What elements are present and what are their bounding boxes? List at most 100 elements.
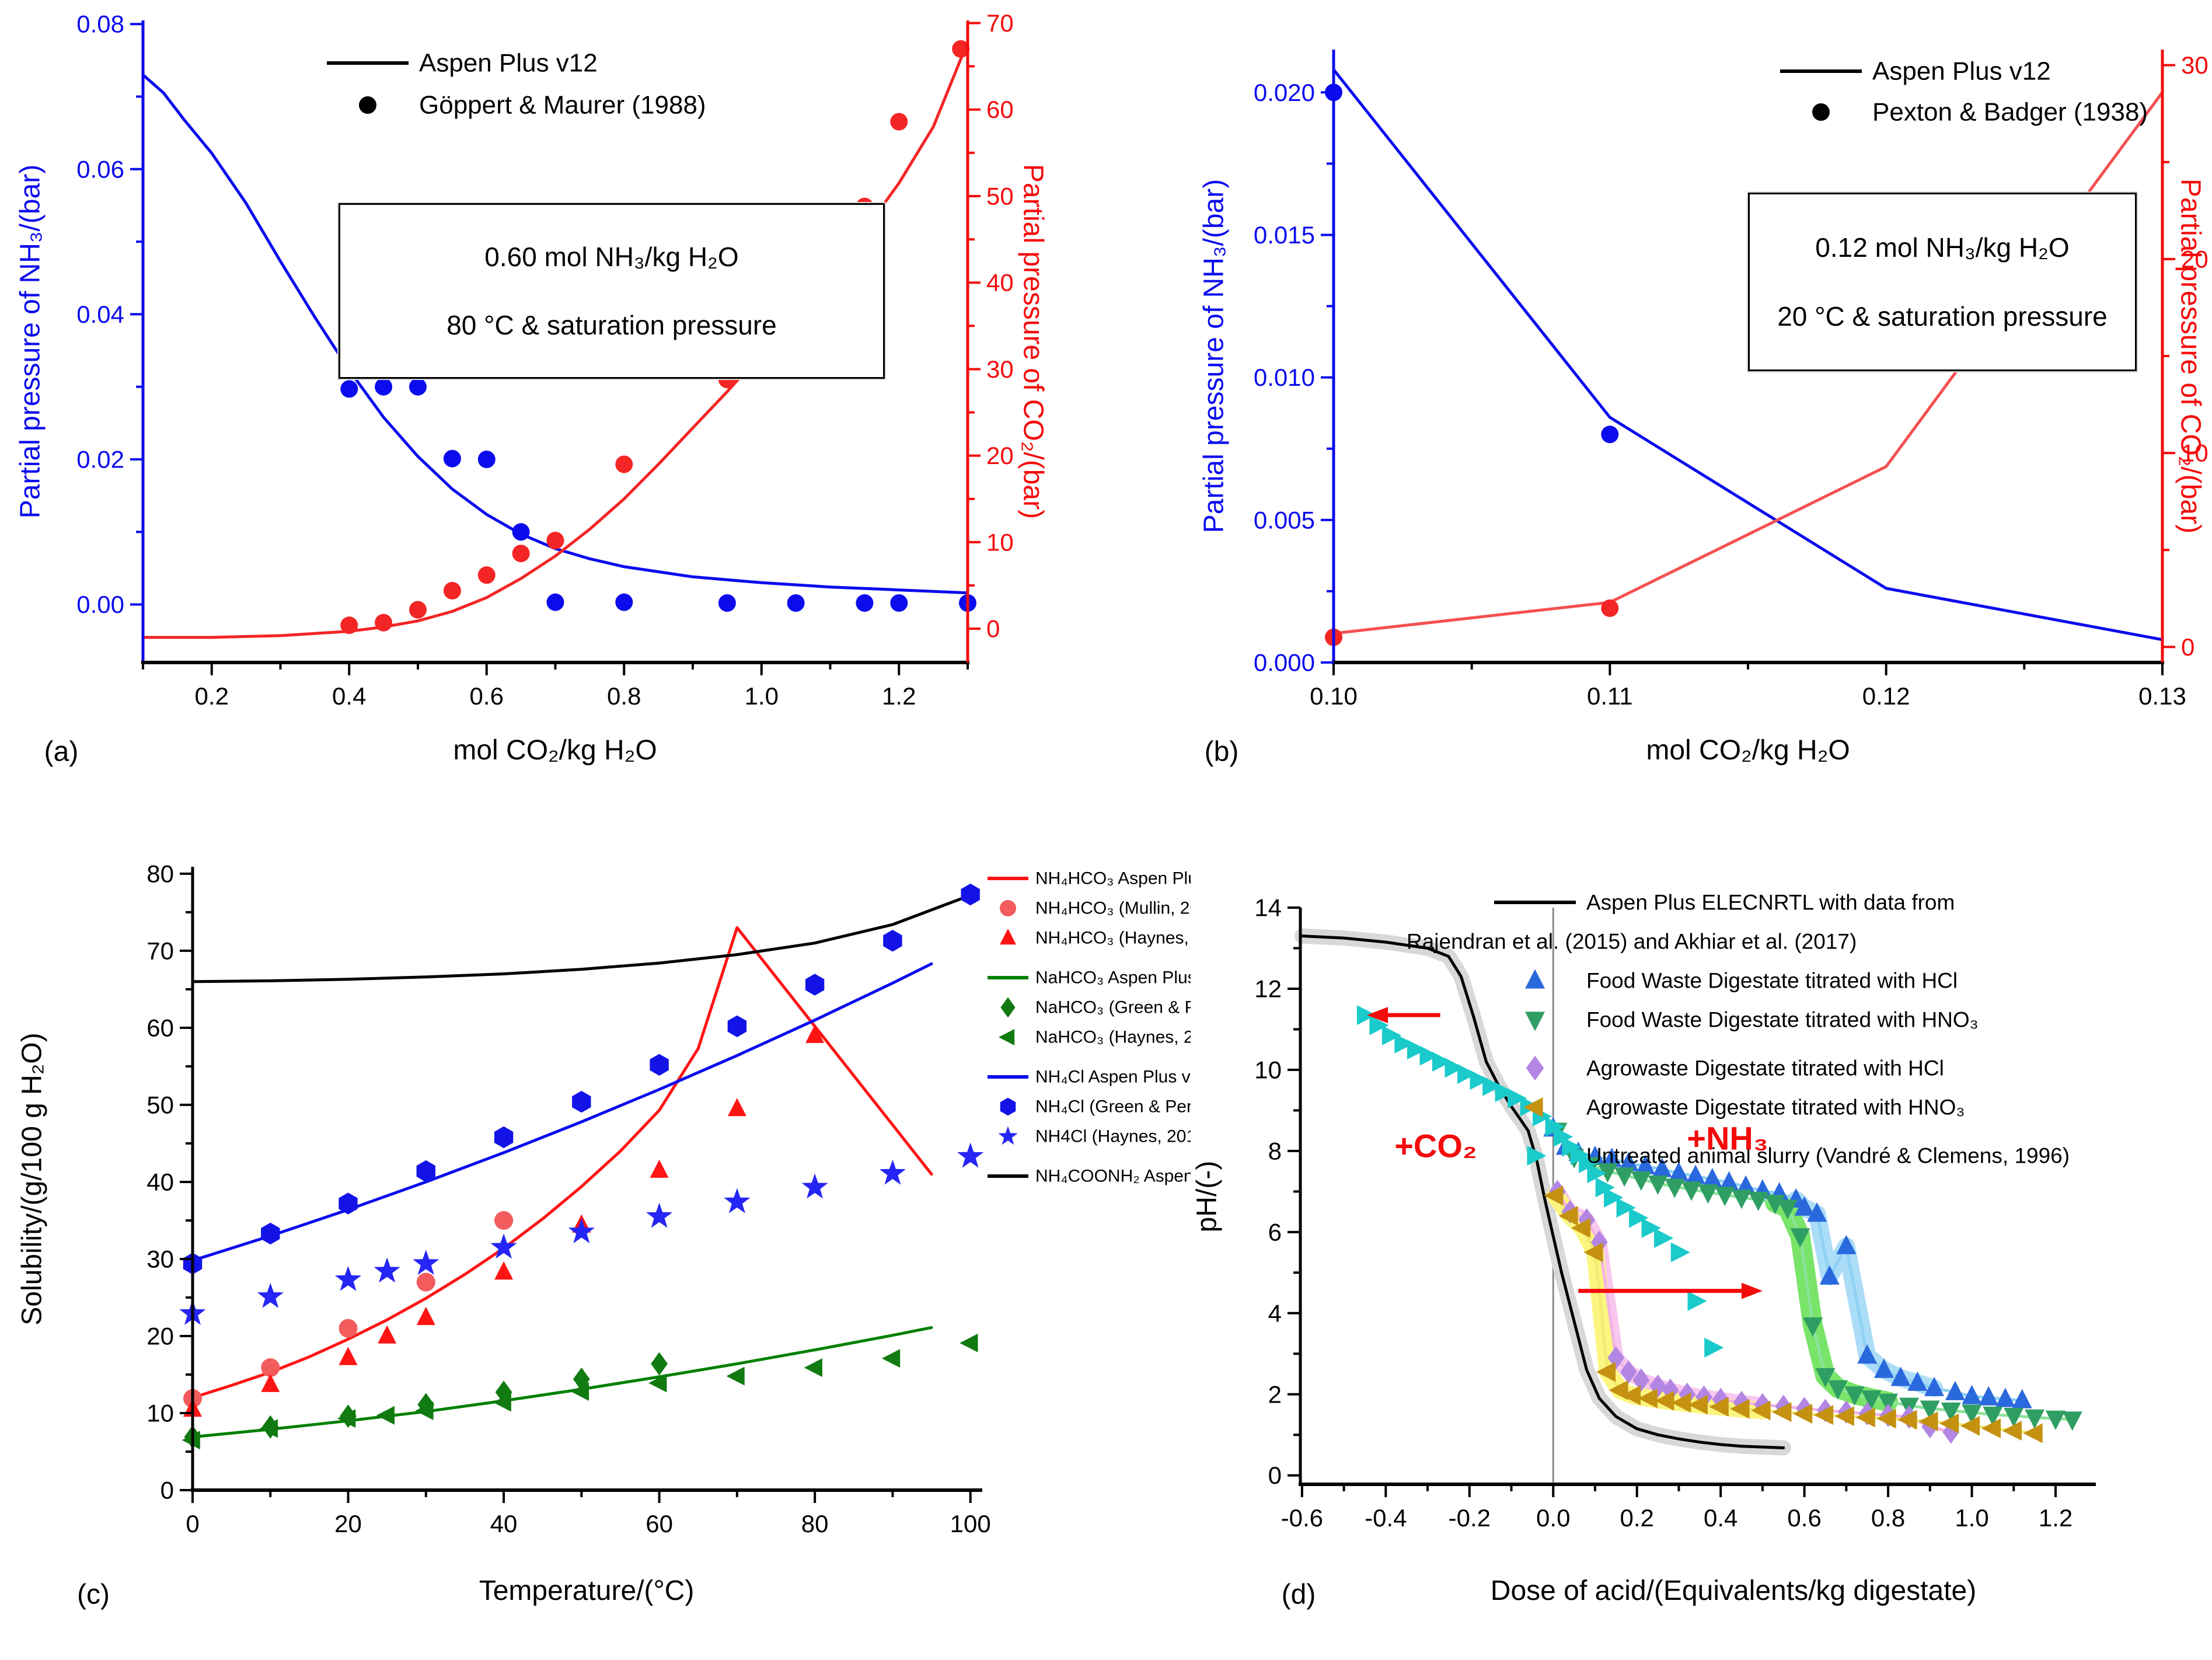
x-tick: 0.4 <box>332 682 366 710</box>
panel-d: -0.6 -0.4 -0.2 0.0 0.2 0.4 0.6 0.8 1.0 1.2 0 2 4 6 8 10… <box>1191 846 2212 1660</box>
series-nh4cl-haynes <box>179 1142 984 1325</box>
panel-a-note-line2: 80 °C & saturation pressure <box>446 309 777 340</box>
panel-b: 0.10 0.11 0.12 0.13 0.000 0.005 0.010 0.015 0.02… <box>1106 0 2212 846</box>
y-tick: 6 <box>1268 1218 1282 1246</box>
panel-a-ylabel-right: Partial pressure of CO₂/(bar) <box>1017 163 1049 519</box>
x-tick: -0.2 <box>1449 1504 1491 1532</box>
legend-swatch-triangle-left <box>1523 1097 1543 1117</box>
y-tick: 80 <box>146 860 174 887</box>
series-nahco3-haynes <box>182 1333 978 1450</box>
legend-swatch-triangle-up <box>1000 928 1016 945</box>
y-tick: 10 <box>2181 440 2208 467</box>
panel-d-xlabel: Dose of acid/(Equivalents/kg digestate) <box>1490 1575 1977 1606</box>
x-tick: 1.2 <box>2039 1504 2073 1532</box>
panel-a-note-line1: 0.60 mol NH₃/kg H₂O <box>484 242 739 273</box>
panel-a-letter: (a) <box>44 736 79 768</box>
panel-a-ylabel-left: Partial pressure of NH₃/(bar) <box>15 164 46 519</box>
panel-d-letter: (d) <box>1281 1579 1316 1610</box>
legend-label: Agrowaste Digestate titrated with HCl <box>1586 1056 1944 1080</box>
y-tick: 0.020 <box>1254 79 1315 106</box>
legend-swatch-star <box>998 1126 1018 1145</box>
x-tick: -0.4 <box>1365 1504 1407 1532</box>
y-tick: 70 <box>986 9 1014 37</box>
x-tick: 0.12 <box>1862 682 1910 710</box>
red-arrow <box>1367 1007 1440 1024</box>
x-tick: 0.2 <box>1620 1504 1654 1532</box>
y-tick: 0 <box>2181 633 2194 661</box>
y-tick: 10 <box>1254 1056 1282 1083</box>
legend-swatch-circle <box>1812 103 1830 121</box>
line-elecnrtl-model <box>1300 934 1785 1449</box>
panel-b-note-line2: 20 °C & saturation pressure <box>1777 301 2108 332</box>
line-nh4coonh2-model <box>191 894 972 984</box>
legend-label: NH₄HCO₃ (Haynes, 2010) <box>1035 929 1191 948</box>
panel-a-note-box: 0.60 mol NH₃/kg H₂O 80 °C & saturation p… <box>339 203 885 379</box>
y-tick: 0.000 <box>1254 649 1315 676</box>
panel-c-letter: (c) <box>77 1579 110 1610</box>
legend-label: Aspen Plus v12 <box>1872 57 2051 86</box>
x-tick: 20 <box>334 1510 362 1537</box>
line-nh3-model <box>1332 68 2164 641</box>
legend-label-cont: Rajendran et al. (2015) and Akhiar et al… <box>1407 930 1857 954</box>
x-tick: 40 <box>490 1510 518 1537</box>
legend-label: NH₄COONH₂ Aspen Plus v12 <box>1035 1167 1191 1186</box>
x-tick: 0.11 <box>1587 682 1633 710</box>
red-arrow <box>1578 1282 1763 1299</box>
y-tick: 40 <box>986 269 1014 297</box>
y-tick: 30 <box>2181 51 2208 79</box>
legend-label: Agrowaste Digestate titrated with HNO₃ <box>1586 1096 1965 1120</box>
y-tick: 0.005 <box>1254 506 1315 533</box>
panel-b-xlabel: mol CO₂/kg H₂O <box>1646 735 1850 766</box>
y-tick: 50 <box>986 182 1014 210</box>
x-tick: 0.8 <box>1871 1504 1905 1532</box>
legend-label: Aspen Plus ELECNRTL with data from <box>1586 891 1955 915</box>
y-tick: 10 <box>986 528 1014 556</box>
x-tick: 100 <box>950 1510 991 1537</box>
y-tick: 60 <box>986 96 1014 123</box>
panel-b-ylabel-right: Partial pressure of CO₂/(bar) <box>2175 178 2206 534</box>
x-tick: 0.6 <box>1787 1504 1821 1532</box>
legend-swatch-triangle-up <box>1525 969 1545 989</box>
x-tick: 80 <box>801 1510 829 1537</box>
x-tick: 0.0 <box>1536 1504 1570 1532</box>
x-tick: 0.4 <box>1704 1504 1737 1532</box>
y-tick: 0.04 <box>76 301 124 328</box>
legend-label: Göppert & Maurer (1988) <box>419 91 706 120</box>
y-tick: 0.06 <box>76 155 124 183</box>
legend-swatch-circle <box>1000 900 1016 916</box>
panel-d-chart: -0.6 -0.4 -0.2 0.0 0.2 0.4 0.6 0.8 1.0 1.2 0 2 4 6 8 10… <box>1254 891 2096 1532</box>
panel-d-co2-annotation: +CO₂ <box>1394 1127 1477 1164</box>
x-tick: 0.13 <box>2138 682 2186 710</box>
x-tick: 60 <box>646 1510 673 1537</box>
x-tick: 1.2 <box>882 682 916 710</box>
legend-label: NH₄HCO₃ Aspen Plus v12 <box>1035 869 1191 888</box>
y-tick: 0 <box>986 615 1000 643</box>
line-nh4hco3-model <box>191 926 933 1400</box>
panel-b-note-line1: 0.12 mol NH₃/kg H₂O <box>1815 232 2070 263</box>
line-nahco3-model <box>191 1326 933 1439</box>
legend-label: Aspen Plus v12 <box>419 49 598 78</box>
y-tick: 30 <box>146 1245 174 1272</box>
panel-b-note-box: 0.12 mol NH₃/kg H₂O 20 °C & saturation p… <box>1748 193 2137 371</box>
x-tick: 0 <box>186 1510 199 1537</box>
panel-b-chart: 0.10 0.11 0.12 0.13 0.000 0.005 0.010 0.015 0.02… <box>1254 50 2208 710</box>
x-tick: 0.2 <box>195 682 229 710</box>
x-tick: 1.0 <box>1955 1504 1988 1532</box>
series-nahco3-green-perry <box>184 1352 668 1449</box>
y-tick: 14 <box>1254 894 1282 922</box>
y-tick: 2 <box>1268 1380 1282 1408</box>
y-tick: 10 <box>146 1399 174 1427</box>
x-tick: 1.0 <box>745 682 779 710</box>
legend-label: NaHCO₃ (Green & Perry, 2008) <box>1035 998 1191 1017</box>
y-tick: 40 <box>146 1168 174 1195</box>
panel-a: 0.2 0.4 0.6 0.8 1.0 1.2 0.00 0.02 0.04 0.06 0.08 0 1… <box>0 0 1106 846</box>
y-tick: 0.00 <box>76 591 124 618</box>
panel-c-chart: 0 20 40 60 80 100 0 10 20 30 40 50 60 70 80 NH₄HCO₃ Asp… <box>146 860 1191 1537</box>
panel-b-ylabel-left: Partial pressure of NH₃/(bar) <box>1198 179 1230 533</box>
panel-c-xlabel: Temperature/(°C) <box>479 1575 695 1606</box>
y-tick: 20 <box>986 442 1014 469</box>
legend-label: NH₄Cl Aspen Plus v12 <box>1035 1068 1191 1087</box>
legend-label: NaHCO₃ Aspen Plus v12 <box>1035 968 1191 988</box>
